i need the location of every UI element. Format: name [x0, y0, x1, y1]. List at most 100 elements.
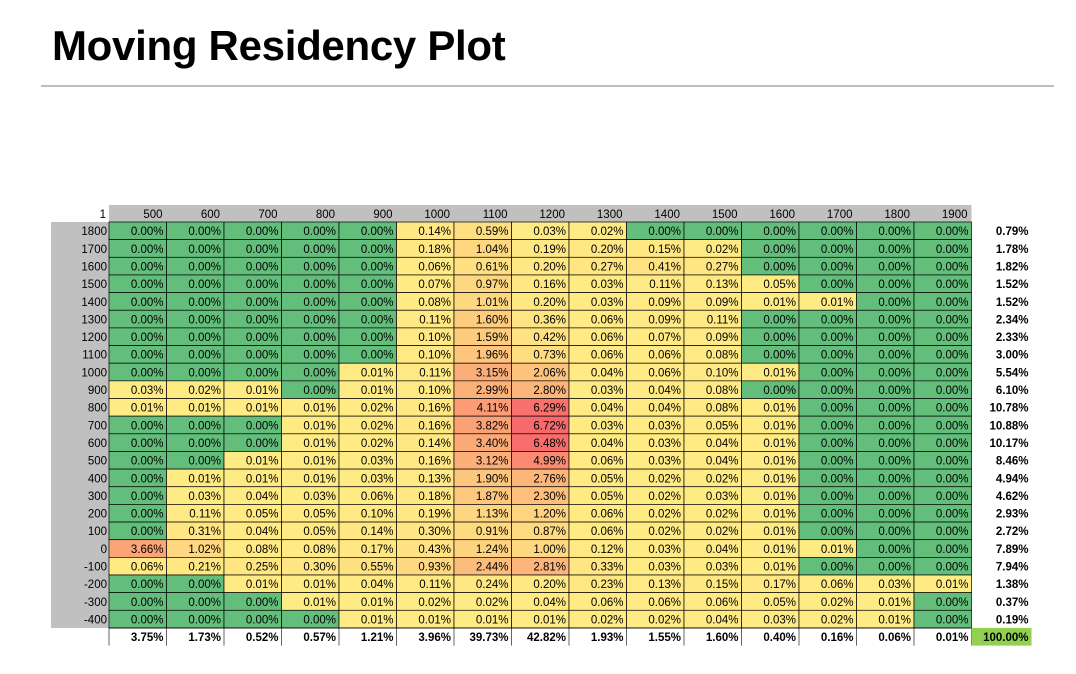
cell-value: 0.04% — [706, 438, 739, 450]
cell-value: 0.00% — [131, 456, 164, 468]
cell-value: 0.00% — [878, 314, 911, 326]
column-total: 0.52% — [246, 632, 279, 644]
row-header: 600 — [88, 438, 107, 450]
cell-value: 0.07% — [648, 332, 681, 344]
cell-value: 0.20% — [533, 297, 566, 309]
cell-value: 0.00% — [878, 350, 911, 362]
cell-value: 0.04% — [591, 367, 624, 379]
cell-value: 0.01% — [763, 491, 796, 503]
column-total: 3.96% — [418, 632, 451, 644]
cell-value: 0.05% — [303, 526, 336, 538]
cell-value: 0.01% — [878, 614, 911, 626]
cell-value: 0.00% — [188, 597, 221, 609]
cell-value: 0.02% — [821, 614, 854, 626]
cell-value: 1.01% — [476, 297, 509, 309]
column-header: 600 — [201, 209, 220, 221]
column-header: 1400 — [654, 209, 680, 221]
cell-value: 0.02% — [648, 491, 681, 503]
row-header: 1400 — [81, 297, 107, 309]
cell-value: 0.05% — [763, 597, 796, 609]
cell-value: 0.17% — [763, 579, 796, 591]
cell-value: 0.04% — [706, 614, 739, 626]
cell-value: 0.08% — [418, 297, 451, 309]
cell-value: 1.02% — [188, 544, 221, 556]
row-header: 1000 — [81, 367, 107, 379]
cell-value: 0.13% — [418, 473, 451, 485]
column-total: 0.06% — [878, 632, 911, 644]
cell-value: 0.00% — [246, 420, 279, 432]
cell-value: 0.00% — [303, 367, 336, 379]
cell-value: 0.00% — [303, 614, 336, 626]
cell-value: 0.18% — [418, 491, 451, 503]
cell-value: 3.66% — [131, 544, 164, 556]
cell-value: 0.16% — [418, 456, 451, 468]
cell-value: 0.00% — [936, 597, 969, 609]
cell-value: 0.00% — [303, 226, 336, 238]
column-total: 0.40% — [763, 632, 796, 644]
cell-value: 0.03% — [648, 544, 681, 556]
cell-value: 0.16% — [418, 403, 451, 415]
cell-value: 0.30% — [418, 526, 451, 538]
cell-value: 0.01% — [763, 509, 796, 521]
cell-value: 0.02% — [648, 509, 681, 521]
cell-value: 0.00% — [821, 226, 854, 238]
cell-value: 0.01% — [361, 614, 394, 626]
cell-value: 0.01% — [303, 456, 336, 468]
column-header: 1700 — [827, 209, 853, 221]
cell-value: 0.03% — [188, 491, 221, 503]
cell-value: 0.01% — [763, 526, 796, 538]
cell-value: 0.00% — [878, 420, 911, 432]
cell-value: 0.19% — [418, 509, 451, 521]
cell-value: 0.00% — [648, 226, 681, 238]
cell-value: 0.00% — [936, 614, 969, 626]
cell-value: 0.11% — [707, 314, 739, 326]
cell-value: 0.00% — [131, 579, 164, 591]
cell-value: 0.05% — [706, 420, 739, 432]
cell-value: 0.03% — [878, 579, 911, 591]
cell-value: 0.05% — [591, 473, 624, 485]
cell-value: 0.00% — [878, 279, 911, 291]
cell-value: 0.20% — [533, 261, 566, 273]
cell-value: 0.20% — [591, 244, 624, 256]
cell-value: 0.00% — [188, 438, 221, 450]
cell-value: 0.01% — [533, 614, 566, 626]
cell-value: 0.00% — [246, 367, 279, 379]
cell-value: 0.20% — [533, 579, 566, 591]
cell-value: 0.04% — [648, 403, 681, 415]
cell-value: 0.00% — [361, 261, 394, 273]
column-total: 1.73% — [188, 632, 221, 644]
cell-value: 0.06% — [591, 314, 624, 326]
cell-value: 0.01% — [476, 614, 509, 626]
cell-value: 0.06% — [648, 367, 681, 379]
cell-value: 0.00% — [878, 261, 911, 273]
cell-value: 0.06% — [418, 261, 451, 273]
cell-value: 0.06% — [821, 579, 854, 591]
cell-value: 0.03% — [648, 438, 681, 450]
cell-value: 0.00% — [188, 614, 221, 626]
cell-value: 0.00% — [303, 279, 336, 291]
cell-value: 0.00% — [821, 456, 854, 468]
cell-value: 0.06% — [591, 456, 624, 468]
cell-value: 0.00% — [878, 367, 911, 379]
cell-value: 0.00% — [821, 244, 854, 256]
cell-value: 0.00% — [821, 279, 854, 291]
cell-value: 0.02% — [361, 420, 394, 432]
cell-value: 0.10% — [361, 509, 394, 521]
column-header: 800 — [316, 209, 335, 221]
cell-value: 0.00% — [821, 350, 854, 362]
cell-value: 0.01% — [188, 473, 221, 485]
cell-value: 0.43% — [418, 544, 451, 556]
cell-value: 0.00% — [878, 509, 911, 521]
cell-value: 1.59% — [476, 332, 509, 344]
cell-value: 0.01% — [303, 403, 336, 415]
column-total: 1.21% — [361, 632, 394, 644]
cell-value: 3.12% — [476, 456, 509, 468]
cell-value: 0.01% — [763, 544, 796, 556]
column-total: 3.75% — [131, 632, 164, 644]
cell-value: 0.06% — [591, 597, 624, 609]
column-total: 39.73% — [469, 632, 508, 644]
cell-value: 0.00% — [878, 491, 911, 503]
column-header: 1100 — [483, 209, 508, 221]
column-total: 1.60% — [706, 632, 739, 644]
